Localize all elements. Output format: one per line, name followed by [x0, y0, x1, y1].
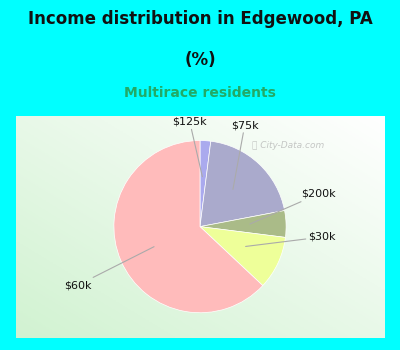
Text: Ⓜ City-Data.com: Ⓜ City-Data.com — [252, 140, 324, 149]
Text: $200k: $200k — [250, 189, 336, 224]
Text: (%): (%) — [184, 51, 216, 69]
Wedge shape — [200, 140, 211, 227]
Text: $75k: $75k — [231, 120, 258, 189]
Wedge shape — [200, 227, 286, 286]
Text: $30k: $30k — [246, 232, 336, 246]
Wedge shape — [200, 141, 284, 227]
Text: Income distribution in Edgewood, PA: Income distribution in Edgewood, PA — [28, 10, 372, 28]
Text: Multirace residents: Multirace residents — [124, 86, 276, 100]
Text: $60k: $60k — [64, 247, 154, 290]
Wedge shape — [114, 140, 263, 313]
Text: $125k: $125k — [172, 117, 207, 177]
Wedge shape — [200, 210, 286, 237]
